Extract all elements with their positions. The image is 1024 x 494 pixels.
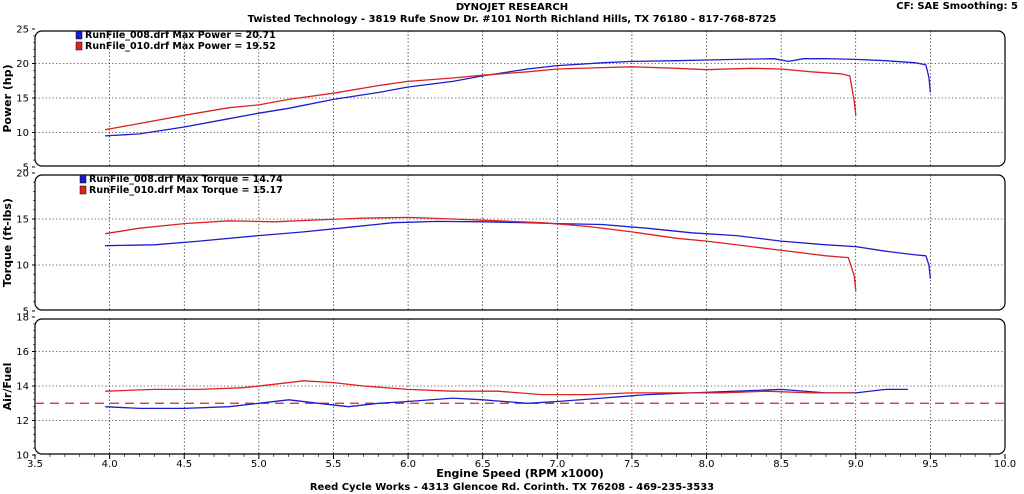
afr-ytick-label: 12 bbox=[16, 416, 29, 427]
x-tick-label: 9.0 bbox=[848, 459, 864, 470]
torque-series-run010 bbox=[104, 216, 857, 291]
x-tick-label: 6.0 bbox=[400, 459, 416, 470]
torque-series-run008 bbox=[105, 220, 932, 279]
power-series-run010 bbox=[104, 66, 857, 131]
afr-ytick-label: 14 bbox=[16, 382, 29, 393]
torque-ytick-label: 20 bbox=[16, 169, 29, 180]
afr-ytick-label: 16 bbox=[16, 347, 29, 358]
torque-legend-entry: RunFile_008.drf Max Torque = 14.74 bbox=[89, 174, 283, 185]
power-ytick-label: 15 bbox=[16, 94, 29, 105]
panel-afr: 10 12 14 16 18 Air/Fuel bbox=[1, 313, 1006, 462]
afr-ytick-label: 10 bbox=[16, 451, 29, 462]
panel-power: 5 10 15 20 25 Power (hp) RunFile_008.drf Max P… bbox=[1, 25, 1006, 174]
x-tick-label: 5.5 bbox=[326, 459, 342, 470]
power-ylabel: Power (hp) bbox=[1, 64, 14, 132]
power-ytick-label: 25 bbox=[16, 25, 29, 36]
power-legend-entry: RunFile_010.drf Max Power = 19.52 bbox=[85, 41, 276, 52]
torque-ylabel: Torque (ft-lbs) bbox=[1, 198, 14, 287]
torque-legend-swatch bbox=[79, 185, 87, 195]
torque-legend-swatch bbox=[79, 174, 87, 184]
power-ytick-label: 5 bbox=[23, 163, 29, 174]
power-legend-swatch bbox=[75, 41, 83, 51]
x-tick-label: 9.5 bbox=[922, 459, 938, 470]
torque-frame bbox=[34, 174, 1006, 311]
x-tick-label: 5.0 bbox=[251, 459, 267, 470]
chart-title: DYNOJET RESEARCH bbox=[455, 2, 569, 13]
panel-torque: 5 10 15 20 Torque (ft-lbs) RunFile_008.drf Ma… bbox=[1, 169, 1006, 318]
x-tick-label: 7.0 bbox=[549, 459, 565, 470]
correction-settings: CF: SAE Smoothing: 5 bbox=[896, 1, 1018, 12]
power-ytick-label: 10 bbox=[16, 128, 29, 139]
afr-series-run010 bbox=[105, 380, 856, 396]
shop-footer: Reed Cycle Works - 4313 Glencoe Rd. Cori… bbox=[309, 482, 715, 493]
afr-ytick-label: 18 bbox=[16, 313, 29, 324]
x-tick-label: 7.5 bbox=[624, 459, 640, 470]
torque-ytick-label: 10 bbox=[16, 261, 29, 272]
x-tick-label: 10.0 bbox=[994, 459, 1016, 470]
x-tick-label: 3.5 bbox=[27, 459, 43, 470]
chart-subtitle: Twisted Technology - 3819 Rufe Snow Dr. … bbox=[247, 14, 777, 25]
x-tick-label: 6.5 bbox=[475, 459, 491, 470]
torque-legend-entry: RunFile_010.drf Max Torque = 15.17 bbox=[89, 185, 283, 196]
torque-ytick-label: 5 bbox=[23, 307, 29, 318]
power-legend-swatch bbox=[75, 30, 83, 40]
x-tick-label: 4.0 bbox=[102, 459, 118, 470]
x-tick-label: 8.0 bbox=[699, 459, 715, 470]
afr-frame bbox=[34, 318, 1006, 455]
x-axis-label: Engine Speed (RPM x1000) bbox=[436, 467, 604, 480]
afr-ylabel: Air/Fuel bbox=[1, 363, 14, 411]
power-series-run008 bbox=[105, 57, 932, 137]
x-tick-label: 4.5 bbox=[176, 459, 192, 470]
power-ytick-label: 20 bbox=[16, 59, 29, 70]
afr-series-run008 bbox=[105, 388, 908, 410]
power-legend-entry: RunFile_008.drf Max Power = 20.71 bbox=[85, 30, 276, 41]
x-tick-label: 8.5 bbox=[773, 459, 789, 470]
torque-ytick-label: 15 bbox=[16, 215, 29, 226]
